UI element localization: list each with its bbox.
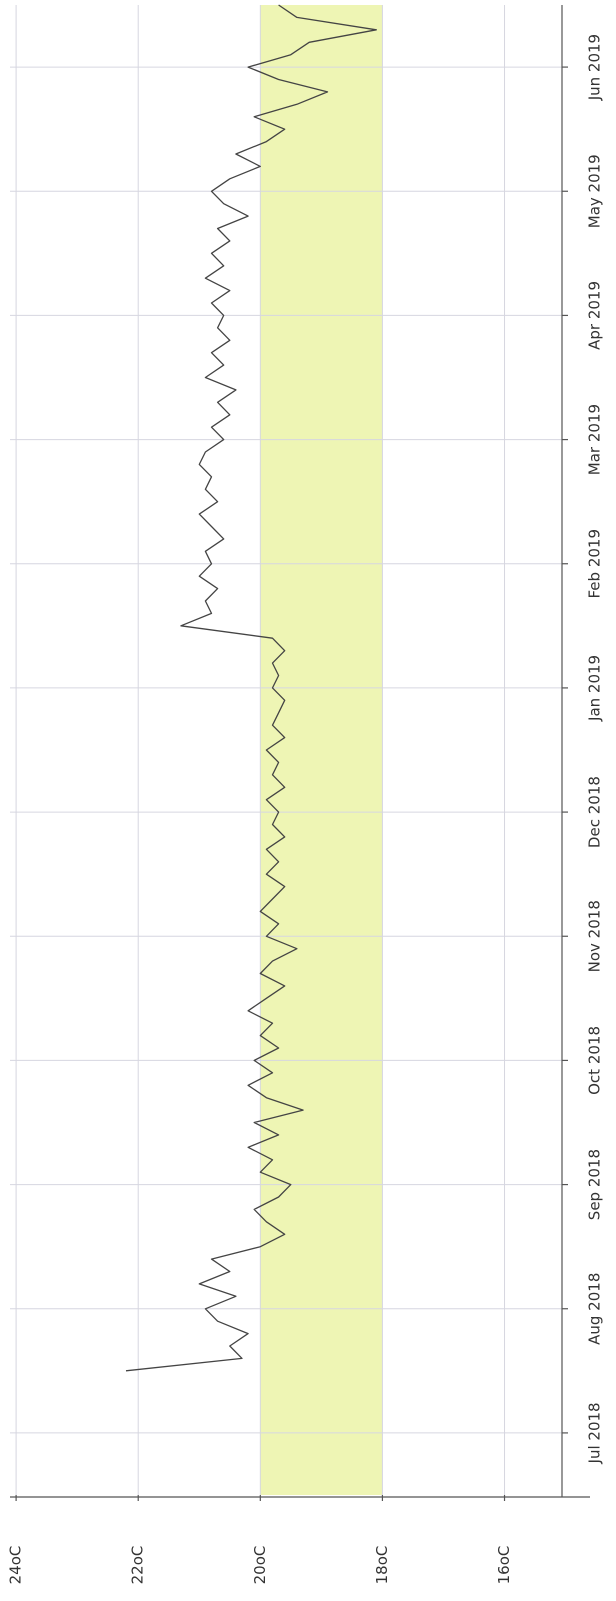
temperature-line: [125, 4, 377, 1372]
x-tick-label: Oct 2018: [586, 1026, 604, 1095]
x-tick-label: Feb 2019: [586, 529, 604, 599]
x-tick-label: Sep 2018: [586, 1149, 604, 1220]
target-band: [260, 5, 383, 1495]
y-tick-label: 22oC: [129, 1546, 147, 1585]
x-tick-label: Aug 2018: [586, 1273, 604, 1345]
x-tick-label: Apr 2019: [586, 281, 604, 350]
x-tick-label: Jan 2019: [586, 655, 604, 722]
x-tick-label: Dec 2018: [586, 776, 604, 848]
y-tick-label: 20oC: [251, 1546, 269, 1585]
y-tick-label: 18oC: [373, 1546, 391, 1585]
y-tick-label: 24oC: [7, 1546, 25, 1585]
x-tick-label: Nov 2018: [586, 900, 604, 972]
x-tick-label: Jul 2018: [586, 1402, 604, 1464]
x-tick-label: May 2019: [586, 154, 604, 228]
y-tick-label: 16oC: [495, 1546, 513, 1585]
x-tick-label: Jun 2019: [586, 34, 604, 101]
x-tick-label: Mar 2019: [586, 404, 604, 475]
